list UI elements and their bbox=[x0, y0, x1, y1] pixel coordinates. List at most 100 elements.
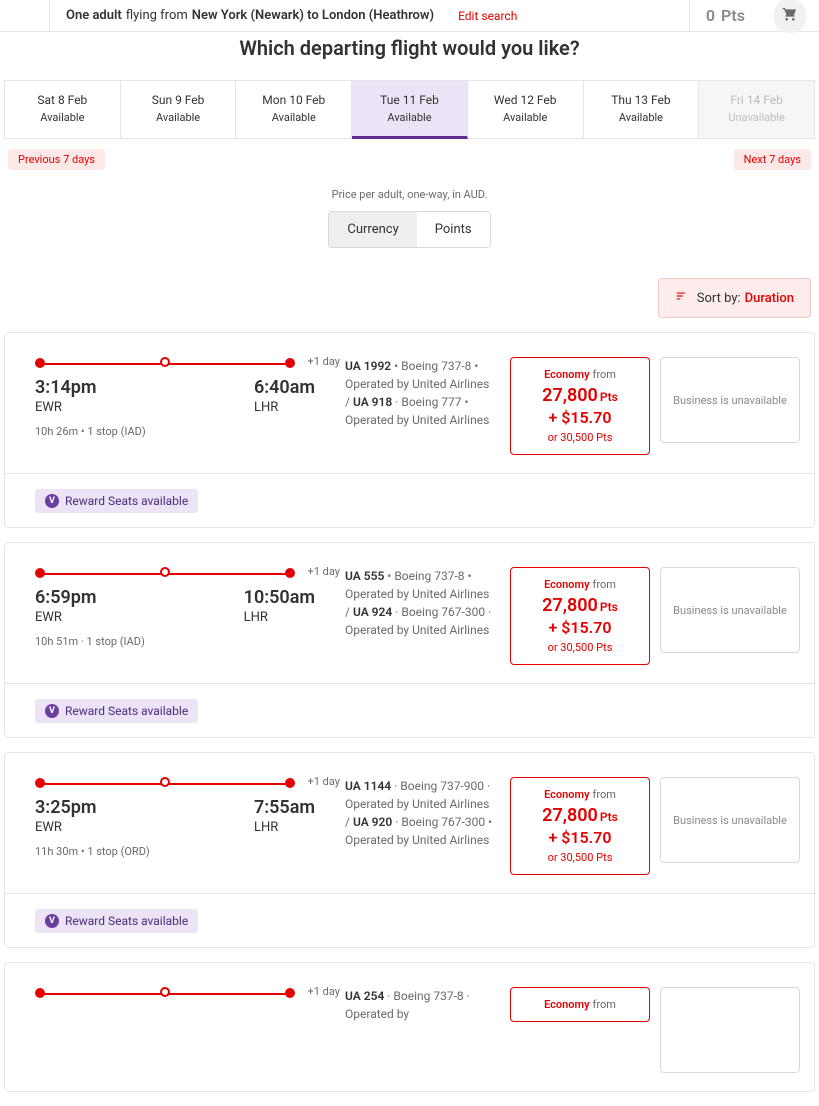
fare-cash: + $15.70 bbox=[517, 618, 643, 637]
next-7-days-button[interactable]: Next 7 days bbox=[734, 149, 811, 170]
economy-fare-button[interactable]: Economyfrom bbox=[510, 987, 650, 1022]
flight-number: UA 924 bbox=[353, 605, 392, 619]
arrival-code: LHR bbox=[254, 400, 315, 415]
arrival-time: 6:40am bbox=[254, 377, 315, 398]
flight-timeline: +1 day bbox=[35, 357, 295, 371]
date-tab: Fri 14 FebUnavailable bbox=[699, 81, 815, 139]
toggle-points[interactable]: Points bbox=[417, 212, 490, 247]
cart-icon bbox=[782, 6, 798, 26]
sort-button[interactable]: Sort by: Duration bbox=[658, 278, 811, 318]
passenger-count: One adult bbox=[66, 8, 122, 23]
arrival-block: 10:50amLHR bbox=[244, 587, 315, 625]
reward-badge-text: Reward Seats available bbox=[65, 914, 188, 928]
date-tab-status: Available bbox=[356, 111, 463, 124]
duration-stops: 10h 26m • 1 stop (IAD) bbox=[35, 425, 335, 438]
flight-timeline: +1 day bbox=[35, 567, 295, 581]
economy-fare-button[interactable]: Economyfrom27,800Pts+ $15.70or 30,500 Pt… bbox=[510, 567, 650, 665]
timeline-dot-arrive bbox=[285, 568, 295, 578]
business-fare-box: Business is unavailable bbox=[660, 567, 800, 653]
card-footer: V Reward Seats available bbox=[5, 473, 814, 527]
date-tab[interactable]: Thu 13 FebAvailable bbox=[584, 81, 700, 139]
date-tab[interactable]: Sun 9 FebAvailable bbox=[121, 81, 237, 139]
flight-number: UA 918 bbox=[353, 395, 392, 409]
date-tab-status: Available bbox=[588, 111, 695, 124]
card-footer: V Reward Seats available bbox=[5, 683, 814, 737]
timeline-dot-depart bbox=[35, 358, 45, 368]
top-bar: One adult flying from New York (Newark) … bbox=[0, 0, 819, 32]
departure-code: EWR bbox=[35, 400, 97, 415]
schedule-column: +1 day 3:14pm EWR 6:40am LHR 10h 26m • 1 stop… bbox=[35, 357, 335, 438]
reward-seats-badge: V Reward Seats available bbox=[35, 489, 198, 513]
flight-card: +1 day UA 254 · Boeing 737-8 · Operated b… bbox=[4, 962, 815, 1092]
flight-list: +1 day 3:14pm EWR 6:40am LHR 10h 26m • 1 stop… bbox=[0, 332, 819, 1092]
sort-row: Sort by: Duration bbox=[0, 278, 819, 332]
reward-seats-badge: V Reward Seats available bbox=[35, 699, 198, 723]
timeline-dot-stop bbox=[160, 357, 170, 367]
flight-details: UA 1992 • Boeing 737-8 • Operated by Uni… bbox=[345, 357, 500, 429]
departure-block: 3:14pm EWR bbox=[35, 377, 97, 415]
timeline-dot-depart bbox=[35, 568, 45, 578]
fare-or: or 30,500 Pts bbox=[517, 431, 643, 444]
plus-day-indicator: +1 day bbox=[308, 355, 340, 368]
reward-icon: V bbox=[45, 914, 59, 928]
price-toggle: Currency Points bbox=[0, 211, 819, 248]
search-summary: One adult flying from New York (Newark) … bbox=[50, 0, 690, 31]
cart-button[interactable] bbox=[773, 0, 807, 33]
edit-search-link[interactable]: Edit search bbox=[458, 9, 517, 23]
departure-code: EWR bbox=[35, 820, 97, 835]
date-nav-row: Previous 7 days Next 7 days bbox=[0, 139, 819, 170]
timeline-dot-stop bbox=[160, 567, 170, 577]
flight-details: UA 254 · Boeing 737-8 · Operated by bbox=[345, 987, 500, 1023]
reward-badge-text: Reward Seats available bbox=[65, 704, 188, 718]
date-tab[interactable]: Tue 11 Feb Available bbox=[352, 81, 468, 139]
duration-stops: 10h 51m · 1 stop (IAD) bbox=[35, 635, 335, 648]
timeline-dot-arrive bbox=[285, 778, 295, 788]
reward-icon: V bbox=[45, 494, 59, 508]
duration-stops: 11h 30m • 1 stop (ORD) bbox=[35, 845, 335, 858]
date-tab[interactable]: Mon 10 FebAvailable bbox=[236, 81, 352, 139]
timeline-dot-depart bbox=[35, 988, 45, 998]
timeline-dot-stop bbox=[160, 987, 170, 997]
arrival-block: 7:55amLHR bbox=[254, 797, 315, 835]
flight-timeline: +1 day bbox=[35, 777, 295, 791]
flight-timeline: +1 day bbox=[35, 987, 295, 1001]
arrival-block: 6:40am LHR bbox=[254, 377, 315, 415]
fare-label: Economyfrom bbox=[517, 998, 643, 1011]
flight-number: UA 1992 bbox=[345, 359, 391, 373]
economy-fare-button[interactable]: Economyfrom27,800Pts+ $15.70or 30,500 Pt… bbox=[510, 777, 650, 875]
date-tab-status: Available bbox=[9, 111, 116, 124]
topbar-left-spacer bbox=[0, 0, 50, 31]
business-fare-box: Business is unavailable bbox=[660, 777, 800, 863]
timeline-dot-stop bbox=[160, 777, 170, 787]
departure-block: 6:59pmEWR bbox=[35, 587, 97, 625]
reward-badge-text: Reward Seats available bbox=[65, 494, 188, 508]
economy-fare-button[interactable]: Economyfrom27,800Pts+ $15.70or 30,500 Pt… bbox=[510, 357, 650, 455]
arrival-code: LHR bbox=[254, 820, 315, 835]
date-tab-date: Sat 8 Feb bbox=[9, 93, 116, 107]
points-unit: Pts bbox=[721, 6, 745, 25]
date-tab[interactable]: Wed 12 FebAvailable bbox=[468, 81, 584, 139]
date-tab[interactable]: Sat 8 Feb Available bbox=[5, 81, 121, 139]
business-fare-box bbox=[660, 987, 800, 1073]
departure-time: 3:14pm bbox=[35, 377, 97, 398]
reward-seats-badge: V Reward Seats available bbox=[35, 909, 198, 933]
flight-card: +1 day3:25pmEWR7:55amLHR11h 30m • 1 stop… bbox=[4, 752, 815, 948]
previous-7-days-button[interactable]: Previous 7 days bbox=[8, 149, 105, 170]
fare-label: Economyfrom bbox=[517, 578, 643, 591]
date-tab-date: Tue 11 Feb bbox=[356, 93, 463, 107]
flight-number: UA 920 bbox=[353, 815, 392, 829]
timeline-dot-depart bbox=[35, 778, 45, 788]
reward-icon: V bbox=[45, 704, 59, 718]
card-footer: V Reward Seats available bbox=[5, 893, 814, 947]
search-middle-text: flying from bbox=[126, 8, 188, 23]
schedule-column: +1 day bbox=[35, 987, 335, 1019]
toggle-currency[interactable]: Currency bbox=[329, 212, 416, 247]
date-tab-status: Available bbox=[472, 111, 579, 124]
date-tab-date: Sun 9 Feb bbox=[125, 93, 232, 107]
timeline-dot-arrive bbox=[285, 358, 295, 368]
route-text: New York (Newark) to London (Heathrow) bbox=[192, 8, 434, 23]
flight-number: UA 1144 bbox=[345, 779, 391, 793]
price-note: Price per adult, one-way, in AUD. bbox=[0, 188, 819, 201]
arrival-time: 10:50am bbox=[244, 587, 315, 608]
flight-details: UA 555 • Boeing 737-8 • Operated by Unit… bbox=[345, 567, 500, 639]
